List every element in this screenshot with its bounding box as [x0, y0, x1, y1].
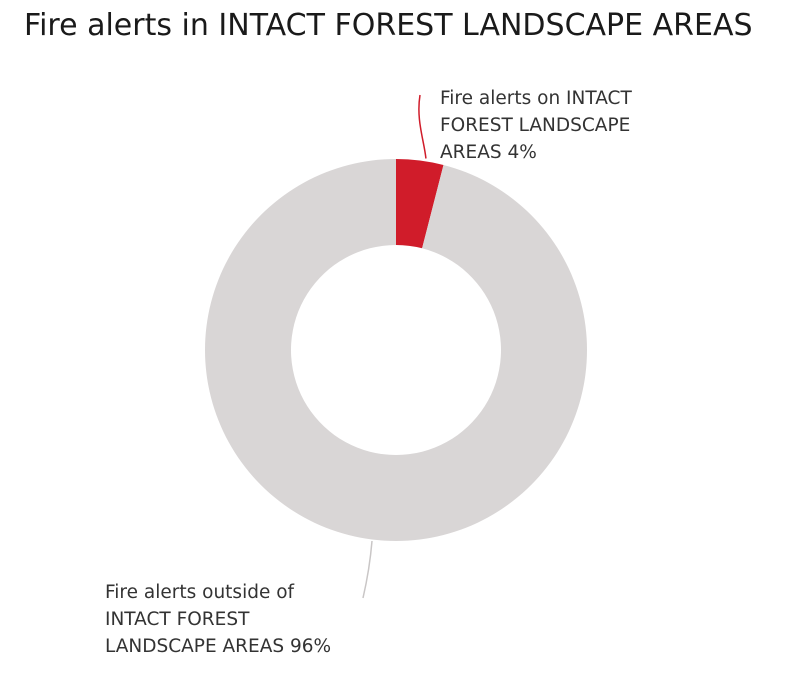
donut-slice-2 [205, 159, 587, 542]
connectors-group [362, 94, 427, 599]
slice-label-2-line-3: LANDSCAPE AREAS 96% [105, 636, 331, 657]
slice-label-2-line-2: INTACT FOREST [105, 609, 250, 630]
slice-label-1-line-2: FOREST LANDSCAPE [440, 115, 630, 136]
connector-line-1 [418, 94, 427, 159]
slice-label-2: Fire alerts outside of INTACT FOREST LANDS… [105, 582, 331, 657]
chart-title: Fire alerts in INTACT FOREST LANDSCAPE A… [24, 8, 753, 43]
labels-group: Fire alerts on INTACT FOREST LANDSCAPE ARE… [105, 88, 632, 657]
donut-slice-1 [396, 159, 444, 249]
connector-line-2 [362, 540, 373, 599]
slice-label-1-line-3: AREAS 4% [440, 142, 537, 163]
slice-label-1-line-1: Fire alerts on INTACT [440, 88, 632, 109]
slice-label-1: Fire alerts on INTACT FOREST LANDSCAPE ARE… [440, 88, 632, 163]
slices-group [205, 159, 587, 542]
slice-label-2-line-1: Fire alerts outside of [105, 582, 295, 603]
